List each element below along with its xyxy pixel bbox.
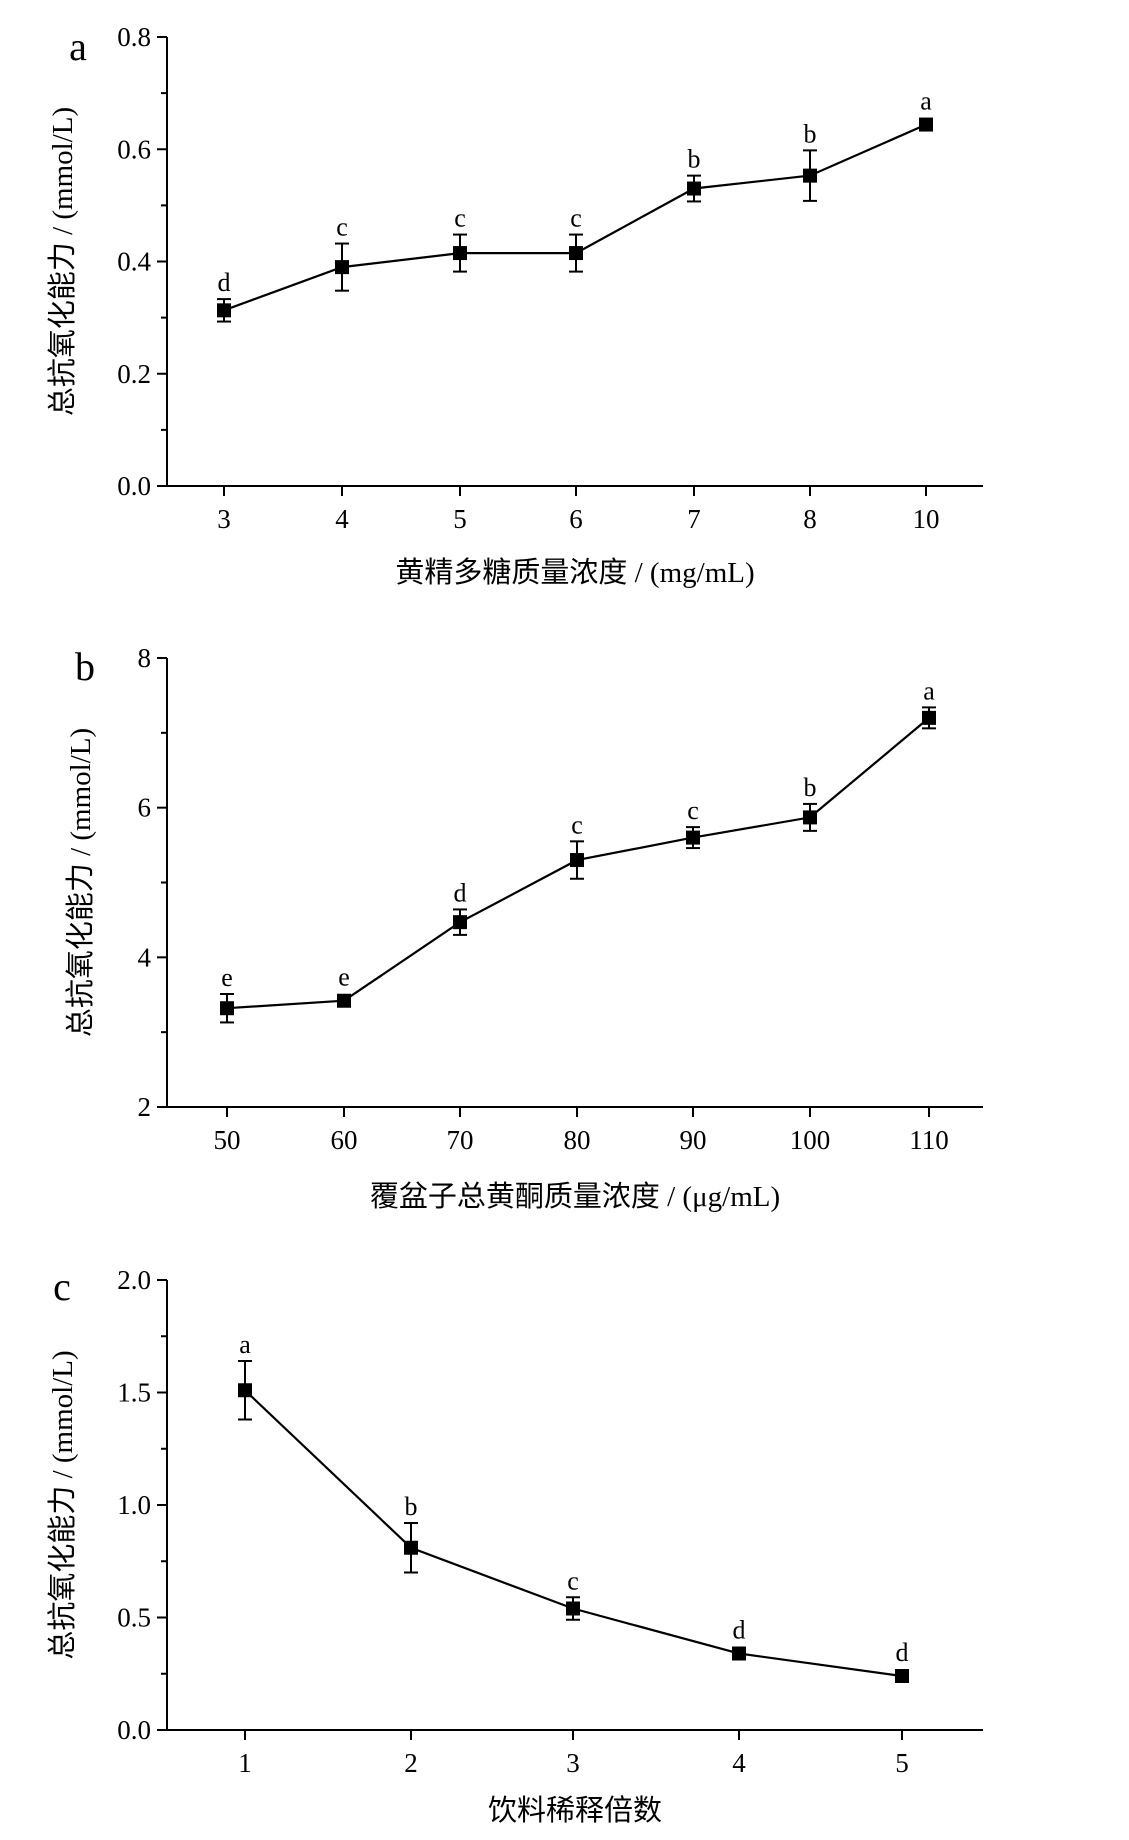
significance-label: b: [804, 119, 817, 148]
data-point: [803, 810, 817, 825]
significance-label: a: [923, 676, 935, 705]
data-point: [566, 1601, 580, 1616]
panel-label: a: [69, 24, 87, 69]
x-tick-label: 100: [790, 1125, 831, 1155]
significance-label: c: [687, 796, 699, 825]
x-tick-label: 6: [569, 504, 583, 534]
significance-label: e: [221, 963, 233, 992]
data-point: [687, 181, 701, 196]
x-tick-label: 5: [895, 1748, 909, 1778]
x-tick-label: 70: [447, 1125, 474, 1155]
x-tick-label: 8: [803, 504, 817, 534]
data-point: [686, 830, 700, 845]
data-point: [238, 1383, 252, 1398]
data-point: [404, 1540, 418, 1555]
data-point: [217, 303, 231, 318]
data-point: [895, 1669, 909, 1683]
y-tick-label: 0.4: [117, 247, 151, 277]
y-axis-title: 总抗氧化能力 / (mmol/L): [64, 728, 97, 1037]
data-point: [453, 246, 467, 261]
x-tick-label: 7: [687, 504, 701, 534]
y-tick-label: 2: [138, 1092, 152, 1122]
y-tick-label: 1.0: [117, 1490, 151, 1520]
y-tick-label: 0.0: [117, 471, 151, 501]
significance-label: c: [570, 204, 582, 233]
y-tick-label: 0.8: [117, 22, 151, 52]
x-tick-label: 80: [564, 1125, 591, 1155]
x-tick-label: 90: [680, 1125, 707, 1155]
y-tick-label: 0.6: [117, 134, 151, 164]
x-axis-title: 饮料稀释倍数: [488, 1794, 662, 1827]
data-point: [569, 246, 583, 261]
y-tick-label: 0.0: [117, 1715, 151, 1745]
series-line: [244, 1389, 903, 1678]
data-point: [803, 168, 817, 183]
chart-panel-b: 2 4 6 8 50 60 70 80 90 100 110 e e d c c b a b 覆盆子总黄酮质量浓度 /…: [64, 643, 983, 1213]
x-tick-label: 3: [566, 1748, 580, 1778]
significance-label: d: [454, 878, 467, 907]
significance-label: b: [688, 145, 701, 174]
significance-label: c: [571, 810, 583, 839]
chart-panel-a: 0.0 0.2 0.4 0.6 0.8 3 4 5 6 7 8 10 d c c c b b a a 黄精多糖质量浓度 …: [46, 22, 983, 589]
y-tick-label: 2.0: [117, 1265, 151, 1295]
significance-label: a: [920, 87, 932, 116]
x-tick-label: 5: [453, 504, 467, 534]
significance-label: e: [338, 963, 350, 992]
data-point: [220, 1001, 234, 1016]
x-tick-label: 60: [331, 1125, 358, 1155]
x-tick-label: 50: [214, 1125, 241, 1155]
y-tick-label: 0.2: [117, 359, 151, 389]
data-point: [335, 260, 349, 275]
x-tick-label: 2: [404, 1748, 418, 1778]
significance-label: d: [733, 1616, 746, 1645]
data-point: [732, 1646, 746, 1661]
significance-label: c: [567, 1566, 579, 1595]
x-tick-label: 1: [238, 1748, 252, 1778]
data-point: [453, 915, 467, 930]
significance-label: c: [454, 204, 466, 233]
significance-label: b: [405, 1492, 418, 1521]
data-point: [919, 117, 933, 132]
y-tick-label: 1.5: [117, 1378, 151, 1408]
significance-label: a: [239, 1330, 251, 1359]
panel-label: c: [53, 1264, 71, 1309]
x-tick-label: 4: [335, 504, 349, 534]
data-point: [337, 993, 351, 1008]
y-tick-label: 8: [138, 643, 152, 673]
significance-label: d: [896, 1638, 909, 1667]
y-axis-title: 总抗氧化能力 / (mmol/L): [46, 107, 79, 416]
x-tick-label: 3: [217, 504, 231, 534]
x-tick-label: 10: [913, 504, 940, 534]
chart-panel-c: 0.0 0.5 1.0 1.5 2.0 1 2 3 4 5 a b c d d c 饮料稀释倍数 总抗氧化能力 /…: [46, 1264, 983, 1827]
data-point: [922, 710, 936, 725]
x-tick-label: 4: [732, 1748, 746, 1778]
y-axis-title: 总抗氧化能力 / (mmol/L): [46, 1350, 79, 1659]
y-tick-label: 0.5: [117, 1603, 151, 1633]
x-tick-label: 110: [909, 1125, 949, 1155]
x-axis-title: 覆盆子总黄酮质量浓度 / (μg/mL): [370, 1180, 780, 1213]
significance-label: d: [218, 268, 231, 297]
y-tick-label: 4: [138, 942, 152, 972]
significance-label: c: [336, 213, 348, 242]
panel-label: b: [75, 644, 95, 689]
significance-label: b: [804, 773, 817, 802]
data-point: [570, 853, 584, 868]
y-tick-label: 6: [138, 793, 152, 823]
x-axis-title: 黄精多糖质量浓度 / (mg/mL): [395, 556, 754, 589]
